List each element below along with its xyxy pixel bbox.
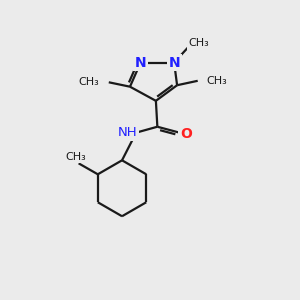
Text: CH₃: CH₃ [189, 38, 209, 48]
Text: CH₃: CH₃ [79, 77, 99, 87]
Text: O: O [180, 127, 192, 141]
Text: CH₃: CH₃ [65, 152, 86, 162]
Text: N: N [168, 56, 180, 70]
Text: NH: NH [118, 126, 138, 139]
Text: N: N [135, 56, 146, 70]
Text: CH₃: CH₃ [206, 76, 227, 86]
